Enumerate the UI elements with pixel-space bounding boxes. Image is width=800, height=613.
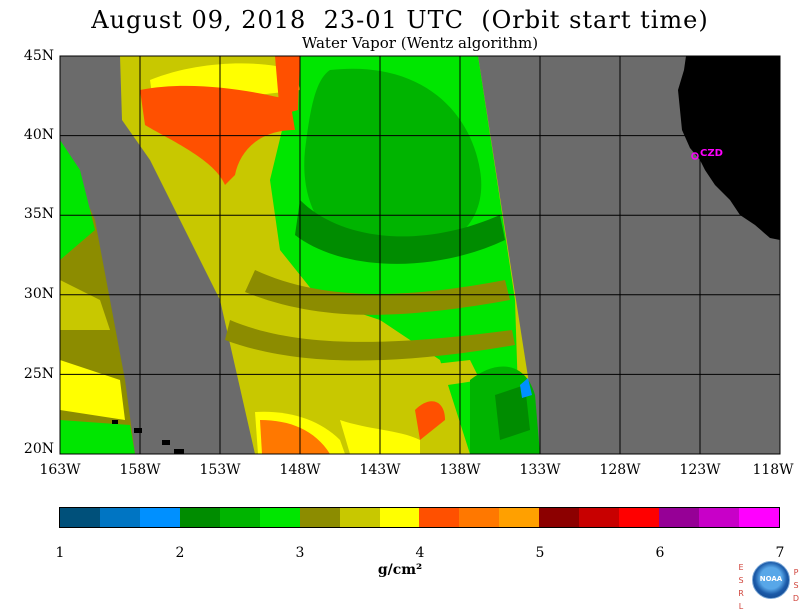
- lon-label-133w: 133W: [519, 462, 561, 478]
- lat-label-45n: 45N: [23, 48, 54, 64]
- colorbar-tick-7: 7: [775, 545, 785, 561]
- colorbar: [59, 507, 780, 528]
- colorbar-swatch: [379, 508, 420, 527]
- colorbar-swatch: [60, 508, 100, 527]
- colorbar-swatch: [179, 508, 220, 527]
- lon-label-148w: 148W: [279, 462, 321, 478]
- lon-label-123w: 123W: [679, 462, 721, 478]
- colorbar-swatch: [659, 508, 699, 527]
- lat-label-35n: 35N: [23, 206, 54, 222]
- map-subtitle: Water Vapor (Wentz algorithm): [301, 34, 539, 52]
- colorbar-swatch: [139, 508, 180, 527]
- colorbar-tick-5: 5: [535, 545, 545, 561]
- lat-label-40n: 40N: [23, 127, 54, 143]
- lon-label-158w: 158W: [119, 462, 161, 478]
- colorbar-unit: g/cm²: [377, 562, 423, 578]
- noaa-logo: NOAA: [752, 561, 790, 599]
- station-marker: [691, 152, 699, 160]
- colorbar-swatch: [339, 508, 380, 527]
- graticule: [60, 56, 780, 454]
- water-vapor-map: CZD: [59, 55, 781, 455]
- colorbar-swatch: [699, 508, 739, 527]
- colorbar-tick-1: 1: [55, 545, 65, 561]
- colorbar-tick-3: 3: [295, 545, 305, 561]
- colorbar-swatch: [299, 508, 340, 527]
- lon-label-118w: 118W: [752, 462, 794, 478]
- lat-label-30n: 30N: [23, 286, 54, 302]
- lat-label-20n: 20N: [23, 441, 54, 457]
- colorbar-swatch: [539, 508, 580, 527]
- map-frame: [59, 55, 781, 455]
- lon-label-163w: 163W: [39, 462, 81, 478]
- colorbar-swatch: [419, 508, 460, 527]
- north-america-land: [678, 56, 780, 240]
- satellite-swath-west: [60, 140, 135, 454]
- colorbar-tick-2: 2: [175, 545, 185, 561]
- colorbar-swatch: [579, 508, 620, 527]
- map-title: August 09, 2018 23-01 UTC (Orbit start t…: [91, 6, 709, 34]
- colorbar-tick-6: 6: [655, 545, 665, 561]
- colorbar-swatch: [219, 508, 260, 527]
- colorbar-tick-4: 4: [415, 545, 425, 561]
- colorbar-swatch: [619, 508, 660, 527]
- colorbar-swatch: [499, 508, 540, 527]
- station-label: CZD: [700, 148, 723, 159]
- colorbar-swatch: [738, 508, 779, 527]
- colorbar-swatch: [99, 508, 140, 527]
- hawaiian-islands: [112, 420, 184, 454]
- colorbar-swatch: [259, 508, 300, 527]
- lat-label-25n: 25N: [23, 366, 54, 382]
- lon-label-128w: 128W: [599, 462, 641, 478]
- colorbar-swatch: [459, 508, 500, 527]
- lon-label-138w: 138W: [439, 462, 481, 478]
- lon-label-153w: 153W: [199, 462, 241, 478]
- lon-label-143w: 143W: [359, 462, 401, 478]
